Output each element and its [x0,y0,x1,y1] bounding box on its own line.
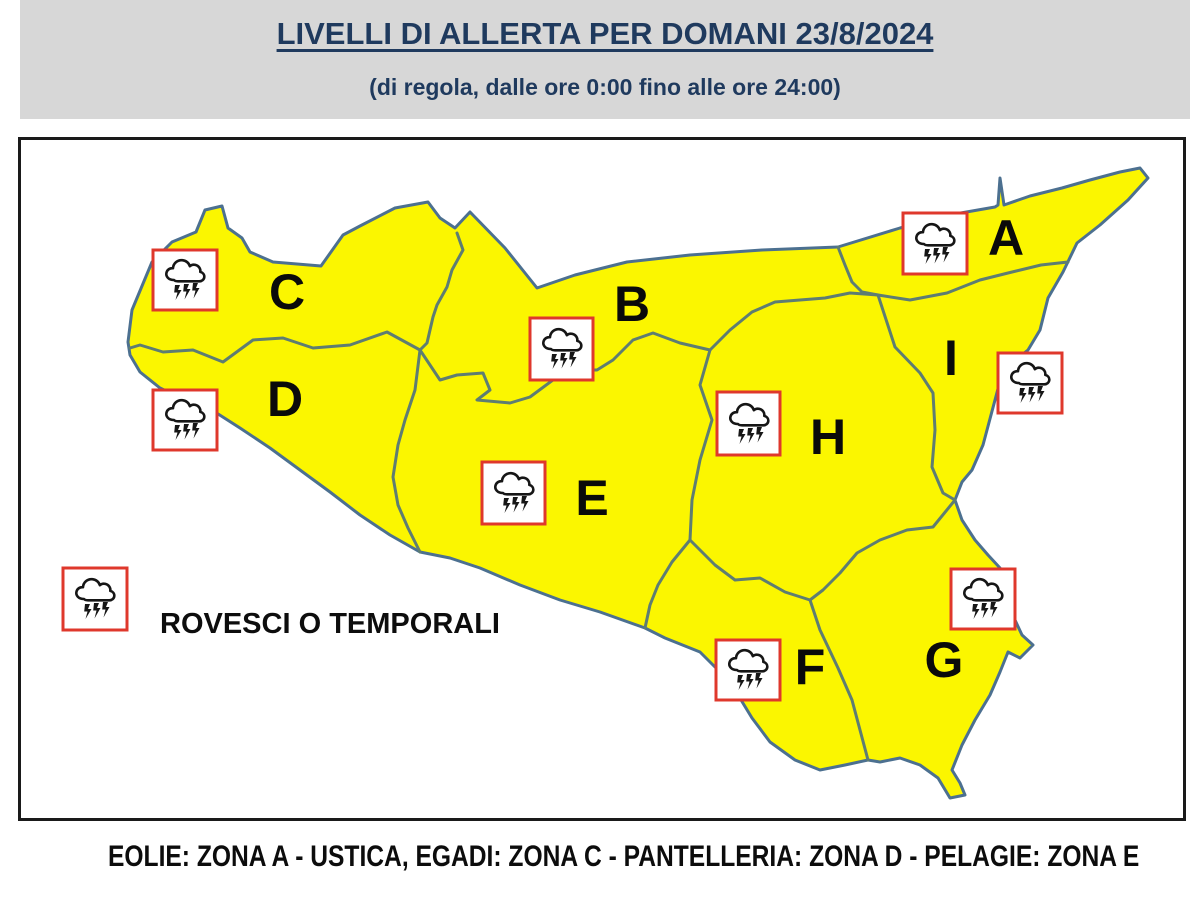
storm-icon-zone-h [715,390,782,457]
storm-icon-zone-b [528,316,595,382]
legend: ROVESCI O TEMPORALI [61,566,500,640]
zone-label-a: A [988,210,1024,266]
zone-border-e-f [643,538,692,630]
zone-border-e-h [688,348,714,542]
zone-border-d-e [391,348,422,554]
zone-border-a-i [876,260,1070,302]
zone-border-b-e [418,331,712,405]
zone-label-f: F [795,639,826,695]
islands-note: EOLIE: ZONA A - USTICA, EGADI: ZONA C - … [108,840,1140,873]
zone-border-h-i [876,293,957,502]
sicily-alert-map: A B C D E F G H I ROVESCI O TEMPORALI [18,137,1186,821]
header-band: LIVELLI DI ALLERTA PER DOMANI 23/8/2024 … [20,0,1190,119]
zone-label-e: E [575,470,608,526]
zone-label-d: D [267,371,303,427]
zone-label-c: C [269,264,305,320]
storm-icon-zone-f [714,638,782,702]
zone-border-a-b [836,245,880,297]
zone-border-b-c [418,231,465,352]
storm-icon-zone-d [151,388,219,452]
legend-label: ROVESCI O TEMPORALI [160,608,500,640]
zone-border-g-h [808,498,957,602]
legend-storm-icon [61,566,129,632]
zone-label-g: G [925,632,964,688]
page-subtitle: (di regola, dalle ore 0:00 fino alle ore… [369,74,841,100]
zone-border-f-h [688,538,812,602]
zone-label-h: H [810,409,846,465]
storm-icon-zone-a [901,211,969,276]
storm-icon-zone-c [151,248,219,312]
zone-label-b: B [614,276,650,332]
map-canvas: A B C D E F G H I ROVESCI O TEMPORALI [61,166,1150,800]
zone-label-i: I [944,330,958,386]
storm-icon-zone-e [480,460,547,526]
storm-icon-zone-g [949,567,1017,631]
zone-border-b-h [708,291,880,352]
storm-icon-zone-i [996,351,1064,415]
zone-border-c-d [128,330,422,364]
page-title: LIVELLI DI ALLERTA PER DOMANI 23/8/2024 [276,16,934,51]
sicily-island-outline [126,166,1150,800]
zone-border-f-g [808,598,870,762]
